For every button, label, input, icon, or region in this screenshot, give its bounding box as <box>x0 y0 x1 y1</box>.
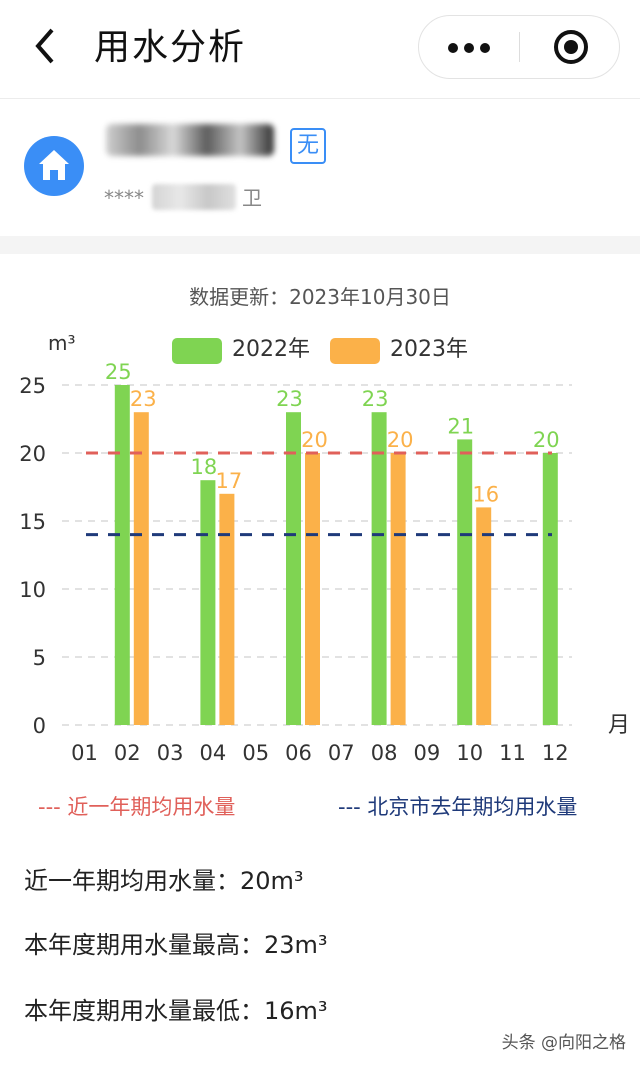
x-tick-label: 03 <box>157 741 184 765</box>
page-title: 用水分析 <box>94 27 247 68</box>
address-prefix: **** <box>104 186 144 210</box>
x-tick-label: 08 <box>371 741 398 765</box>
y-tick-label: 0 <box>33 714 46 738</box>
y-tick-label: 5 <box>33 646 46 670</box>
line-legend-recent: --- 近一年期均用水量 <box>38 795 236 819</box>
bar-2023年-02 <box>133 412 149 725</box>
y-tick-label: 25 <box>19 374 46 398</box>
section-separator <box>0 236 640 254</box>
x-tick-label: 04 <box>200 741 227 765</box>
data-label: 23 <box>362 387 389 411</box>
stat-year-min: 本年度期用水量最低：16m³ <box>24 997 328 1025</box>
update-time: 数据更新：2023年10月30日 <box>189 285 451 309</box>
data-label: 23 <box>130 387 157 411</box>
x-tick-label: 11 <box>499 741 526 765</box>
bar-2022年-08 <box>371 412 387 725</box>
data-label: 16 <box>472 482 499 506</box>
y-tick-label: 15 <box>19 510 46 534</box>
x-tick-label: 09 <box>414 741 441 765</box>
data-label: 17 <box>216 469 243 493</box>
data-label: 20 <box>387 428 414 452</box>
mini-program-capsule <box>418 15 620 79</box>
nav-bar: 用水分析 <box>0 0 640 98</box>
x-tick-label: 06 <box>285 741 312 765</box>
legend-label: 2022年 <box>232 337 310 362</box>
x-tick-label: 07 <box>328 741 355 765</box>
x-tick-label: 05 <box>242 741 269 765</box>
line-legend-beijing: --- 北京市去年期均用水量 <box>338 795 578 819</box>
data-label: 25 <box>105 360 132 384</box>
legend-label: 2023年 <box>390 337 468 362</box>
account-name-blurred <box>106 124 274 156</box>
status-badge: 无 <box>290 128 326 164</box>
data-label: 20 <box>533 428 560 452</box>
x-tick-label: 02 <box>114 741 141 765</box>
bar-2023年-08 <box>390 453 406 725</box>
y-tick-label: 10 <box>19 578 46 602</box>
bar-2022年-12 <box>542 453 558 725</box>
nav-divider <box>0 98 640 99</box>
bar-2023年-10 <box>476 507 492 725</box>
data-label: 20 <box>301 428 328 452</box>
watermark: 头条 @向阳之格 <box>501 1033 626 1053</box>
bar-2022年-02 <box>114 385 130 725</box>
bar-2022年-10 <box>457 439 473 725</box>
bar-2022年-06 <box>286 412 301 725</box>
stat-year-max: 本年度期用水量最高：23m³ <box>24 931 328 959</box>
target-circle-icon[interactable] <box>553 29 589 65</box>
home-icon <box>24 136 84 196</box>
address-blurred <box>152 184 236 210</box>
legend-swatch <box>172 338 222 364</box>
address-suffix: 卫 <box>242 186 262 210</box>
bar-2022年-04 <box>200 480 216 725</box>
data-label: 23 <box>276 387 303 411</box>
y-axis-unit: m³ <box>48 331 76 355</box>
bar-2023年-06 <box>305 453 320 725</box>
y-tick-label: 20 <box>19 442 46 466</box>
x-axis-unit: 月 <box>608 713 630 738</box>
more-dots-icon[interactable] <box>445 16 493 78</box>
chevron-left-icon[interactable] <box>30 24 70 72</box>
x-tick-label: 12 <box>542 741 569 765</box>
x-tick-label: 01 <box>71 741 98 765</box>
data-label: 21 <box>447 414 474 438</box>
bar-2023年-04 <box>219 493 235 725</box>
stat-recent-average: 近一年期均用水量：20m³ <box>24 867 304 895</box>
data-label: 18 <box>191 455 218 479</box>
x-tick-label: 10 <box>456 741 483 765</box>
legend-swatch <box>330 338 380 364</box>
capsule-divider <box>519 32 520 62</box>
